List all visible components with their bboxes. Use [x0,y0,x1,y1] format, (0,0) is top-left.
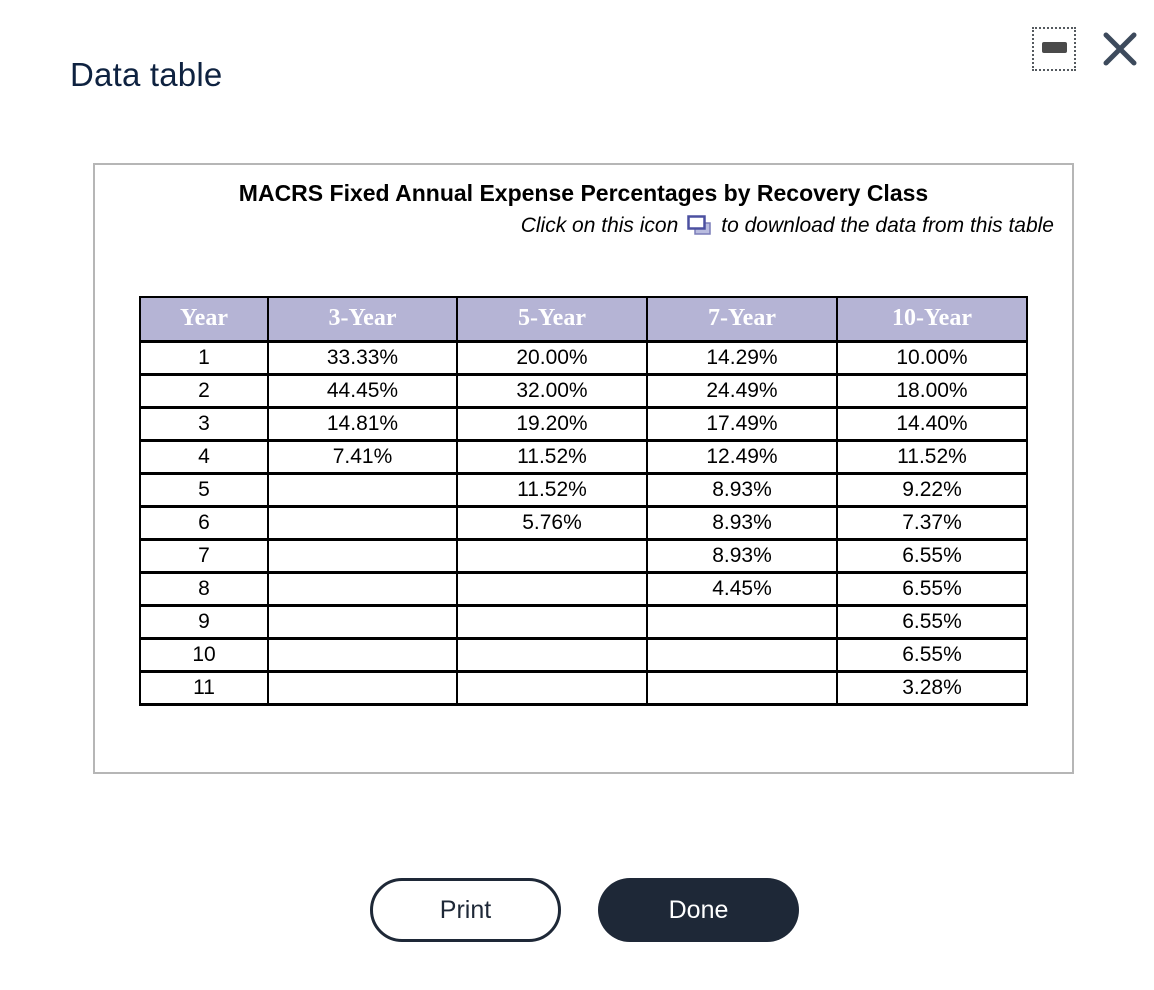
year-cell: 10 [139,636,269,673]
value-cell: 10.00% [836,339,1028,376]
value-cell: 9.22% [836,471,1028,508]
column-header-5-year: 5-Year [456,296,648,343]
value-cell [267,504,458,541]
table-row: 10 6.55% [139,636,1028,673]
data-table-panel: MACRS Fixed Annual Expense Percentages b… [93,163,1074,774]
table-wrapper: Year 3-Year 5-Year 7-Year 10-Year 1 33.33% 20.… [139,296,1028,706]
table-row: 3 14.81% 19.20% 17.49% 14.40% [139,405,1028,442]
window-controls [1032,27,1140,71]
value-cell: 18.00% [836,372,1028,409]
year-cell: 1 [139,339,269,376]
value-cell: 14.29% [646,339,838,376]
value-cell: 11.52% [836,438,1028,475]
value-cell [646,603,838,640]
value-cell [267,603,458,640]
value-cell [646,636,838,673]
page-title: Data table [70,56,223,93]
year-cell: 8 [139,570,269,607]
table-row: 6 5.76% 8.93% 7.37% [139,504,1028,541]
value-cell: 33.33% [267,339,458,376]
value-cell: 24.49% [646,372,838,409]
value-cell [267,570,458,607]
column-header-3-year: 3-Year [267,296,458,343]
value-cell: 32.00% [456,372,648,409]
column-header-10-year: 10-Year [836,296,1028,343]
value-cell: 6.55% [836,570,1028,607]
subtitle-prefix: Click on this icon [520,214,679,237]
table-head: Year 3-Year 5-Year 7-Year 10-Year [139,296,1028,343]
year-cell: 11 [139,669,269,706]
value-cell: 19.20% [456,405,648,442]
value-cell: 6.55% [836,603,1028,640]
table-row: 7 8.93% 6.55% [139,537,1028,574]
value-cell [456,603,648,640]
column-header-year: Year [139,296,269,343]
value-cell [267,636,458,673]
value-cell [267,537,458,574]
table-row: 2 44.45% 32.00% 24.49% 18.00% [139,372,1028,409]
value-cell [456,570,648,607]
minimize-icon[interactable] [1032,27,1076,71]
value-cell [456,537,648,574]
year-cell: 5 [139,471,269,508]
macrs-table: Year 3-Year 5-Year 7-Year 10-Year 1 33.33% 20.… [139,296,1028,706]
column-header-7-year: 7-Year [646,296,838,343]
value-cell: 3.28% [836,669,1028,706]
table-subtitle: Click on this icon to download the data … [95,214,1072,238]
value-cell [456,636,648,673]
value-cell: 5.76% [456,504,648,541]
value-cell: 8.93% [646,471,838,508]
year-cell: 2 [139,372,269,409]
table-row: 4 7.41% 11.52% 12.49% 11.52% [139,438,1028,475]
download-data-icon[interactable] [687,214,712,238]
value-cell: 12.49% [646,438,838,475]
minimize-dash [1041,41,1067,53]
value-cell: 11.52% [456,438,648,475]
year-cell: 3 [139,405,269,442]
value-cell: 11.52% [456,471,648,508]
value-cell: 14.40% [836,405,1028,442]
value-cell: 8.93% [646,537,838,574]
year-cell: 6 [139,504,269,541]
value-cell: 8.93% [646,504,838,541]
value-cell: 20.00% [456,339,648,376]
value-cell: 44.45% [267,372,458,409]
value-cell: 7.41% [267,438,458,475]
subtitle-suffix: to download the data from this table [721,214,1054,237]
value-cell: 7.37% [836,504,1028,541]
value-cell: 6.55% [836,636,1028,673]
table-body: 1 33.33% 20.00% 14.29% 10.00% 2 44.45% 32.00% 24… [139,339,1028,706]
value-cell [267,471,458,508]
year-cell: 4 [139,438,269,475]
table-row: 5 11.52% 8.93% 9.22% [139,471,1028,508]
value-cell: 17.49% [646,405,838,442]
table-row: 1 33.33% 20.00% 14.29% 10.00% [139,339,1028,376]
done-button[interactable]: Done [598,878,799,942]
value-cell [456,669,648,706]
value-cell: 4.45% [646,570,838,607]
table-row: 11 3.28% [139,669,1028,706]
table-row: 8 4.45% 6.55% [139,570,1028,607]
table-title: MACRS Fixed Annual Expense Percentages b… [238,180,929,206]
year-cell: 9 [139,603,269,640]
value-cell: 6.55% [836,537,1028,574]
year-cell: 7 [139,537,269,574]
close-icon[interactable] [1100,29,1140,69]
dialog-actions: Print Done [370,878,799,942]
header-row: Year 3-Year 5-Year 7-Year 10-Year [139,296,1028,343]
table-row: 9 6.55% [139,603,1028,640]
value-cell [646,669,838,706]
print-button[interactable]: Print [370,878,561,942]
value-cell: 14.81% [267,405,458,442]
value-cell [267,669,458,706]
